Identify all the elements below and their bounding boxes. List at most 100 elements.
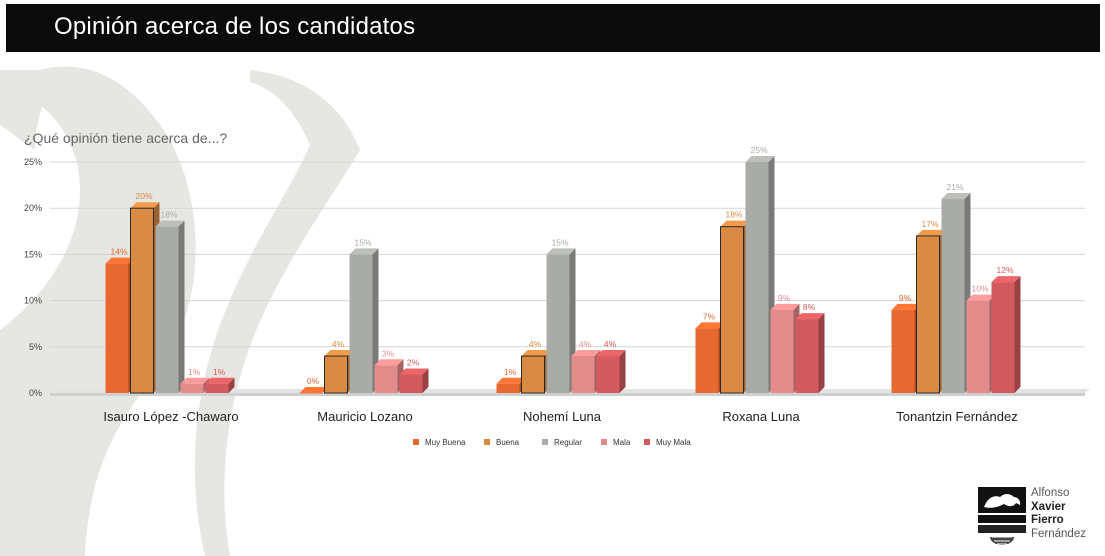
page-title: Opinión acerca de los candidatos [54,13,416,40]
bar [745,162,769,393]
bar [596,356,620,393]
data-label: 15% [551,237,568,247]
title-bar: Opinión acerca de los candidatos [6,4,1100,52]
bar [571,356,595,393]
data-label: 12% [996,265,1013,275]
data-label: 18% [160,210,177,220]
bar-side [372,248,379,393]
data-label: 1% [188,367,201,377]
bar [399,374,423,393]
bar-top [546,248,576,255]
y-tick-label: 10% [24,296,42,306]
chart-title: ¿Qué opinión tiene acerca de...? [24,130,227,146]
y-tick-label: 15% [24,249,42,259]
data-label: 2% [407,358,420,368]
bar-top [966,294,996,301]
logo: Alfonso Xavier Fierro Fernández [978,487,1104,553]
legend-swatch [484,439,490,445]
data-label: 1% [213,367,226,377]
bar [299,393,323,394]
data-label: 18% [725,210,742,220]
bar-top [324,350,354,357]
bar-top [720,220,750,227]
bar-side [818,313,825,393]
bar-top [155,220,185,227]
bar-side [619,350,626,393]
bar-top [521,350,551,357]
bar-top [991,276,1021,283]
bar [155,226,179,393]
bar [891,309,915,393]
data-label: 4% [604,339,617,349]
bar-top [180,377,210,384]
data-label: 4% [332,339,345,349]
data-label: 17% [921,219,938,229]
bar-top [399,368,429,375]
bar [205,383,229,393]
data-label: 3% [382,348,395,358]
chart-floor-edge [50,393,1085,396]
data-label: 21% [946,182,963,192]
data-label: 1% [504,367,517,377]
legend-swatch [542,439,548,445]
legend-swatch [413,439,419,445]
bar [991,282,1015,393]
bar-top [745,156,775,162]
bar-top [496,377,526,384]
data-label: 0% [307,376,320,386]
bar [916,235,940,394]
bar [695,328,719,393]
heraldic-lion-logo [978,487,1026,545]
y-tick-label: 5% [29,342,42,352]
bar [130,207,154,394]
bar [770,309,794,393]
legend-swatch [644,439,650,445]
bar-top [349,248,379,255]
category-label: Mauricio Lozano [317,409,412,424]
data-label: 25% [750,145,767,155]
legend-swatch [601,439,607,445]
bar-side [422,368,429,393]
bar-top [130,202,160,209]
bar [496,383,520,393]
bar [795,319,819,393]
data-label: 9% [899,293,912,303]
y-tick-label: 20% [24,203,42,213]
bar-top [891,303,921,310]
data-label: 9% [778,293,791,303]
bar [374,365,398,393]
category-label: Roxana Luna [722,409,800,424]
bar-top [770,303,800,310]
bar-top [571,350,601,357]
data-label: 7% [703,311,716,321]
data-label: 14% [110,247,127,257]
category-label: Tonantzin Fernández [896,409,1017,424]
bar-top [795,313,825,320]
bar-side [178,220,185,393]
bar [941,198,965,393]
bar-side [228,377,235,393]
bar-top [941,192,971,199]
category-label: Nohemí Luna [523,409,602,424]
y-tick-label: 0% [29,388,42,398]
logo-text: Alfonso Xavier Fierro Fernández [1031,487,1086,540]
data-label: 10% [971,284,988,294]
bar-top [596,350,626,357]
data-label: 4% [529,339,542,349]
bar [105,263,129,393]
legend-label: Mala [613,438,631,447]
bar-top [916,229,946,236]
bar [521,355,545,394]
bar-side [1014,276,1021,393]
bar [720,226,744,394]
data-label: 8% [803,302,816,312]
legend-label: Buena [496,438,520,447]
category-label: Isauro López -Chawaro [103,409,238,424]
bar [349,254,373,393]
legend-label: Regular [554,438,582,447]
bar-top [299,387,329,393]
bar [966,300,990,393]
bar-top [374,359,404,366]
